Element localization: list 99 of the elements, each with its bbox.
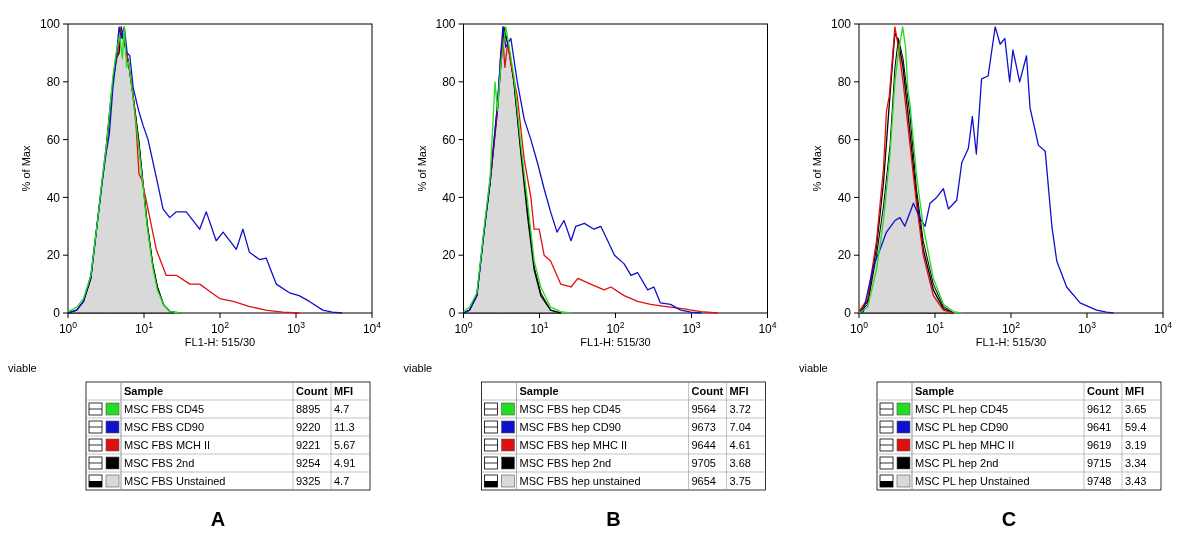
text: 9325 [296,475,321,487]
legend-label: MSC PL hep CD45 [915,403,1009,415]
y-tick-label: 80 [837,75,852,89]
text: 9254 [296,457,321,469]
x-tick-label: 10$^{3}$ [682,320,701,336]
y-tick-label: 60 [46,132,61,147]
text: 9220 [296,421,321,433]
text: 3.65 [1125,403,1147,415]
text: 3.72 [729,403,751,415]
text: 9748 [1087,475,1112,487]
text: C [1001,508,1017,530]
text: Count [296,385,329,397]
text: 3.68 [729,457,751,469]
x-tick-label: 10$^{1}$ [925,320,945,336]
text: viable [403,362,433,374]
text: 3.34 [1125,457,1147,469]
text: viable [8,362,37,374]
y-tick-label: 100 [435,17,456,32]
y-tick-label: 20 [46,248,61,263]
legend-label: MSC FBS hep MHC II [519,439,628,451]
text: A [210,508,226,530]
legend-label: MSC PL hep MHC II [915,439,1015,451]
text: 8895 [296,403,321,415]
text: 4.61 [729,439,751,451]
x-axis-title: FL1-H: 515/30 [975,336,1047,348]
text: 9641 [1087,421,1112,433]
text: 11.3 [334,421,355,433]
x-tick-label: 10$^{0}$ [454,320,473,336]
y-tick-label: 60 [837,132,852,147]
legend-label: MSC FBS 2nd [124,457,195,469]
text: MFI [1125,385,1144,397]
text: viable [799,362,828,374]
legend-label: MSC FBS Unstained [124,475,226,487]
x-tick-label: 10$^{3}$ [1077,320,1097,336]
y-tick-label: 40 [46,190,61,205]
x-tick-label: 10$^{4}$ [1153,320,1173,336]
legend-label: MSC FBS hep 2nd [519,457,612,469]
text: 9612 [1087,403,1112,415]
x-tick-label: 10$^{3}$ [286,320,306,336]
text: 4.7 [334,403,350,415]
y-tick-label: 80 [442,75,456,89]
x-tick-label: 10$^{1}$ [134,320,154,336]
y-axis-title: % of Max [415,145,428,192]
legend-label: MSC FBS MCH II [124,439,211,451]
text: 9619 [1087,439,1112,451]
text: 9644 [691,439,716,451]
y-tick-label: 100 [39,17,61,32]
y-tick-label: 40 [442,190,456,205]
text: 4.7 [334,475,350,487]
y-tick-label: 60 [442,132,456,147]
y-tick-label: 20 [442,248,456,263]
x-tick-label: 10$^{0}$ [58,320,78,336]
legend-label: MSC FBS CD45 [124,403,205,415]
text: 4.91 [334,457,356,469]
text: Sample [124,385,164,397]
text: 5.67 [334,439,356,451]
x-axis-title: FL1-H: 515/30 [580,336,651,348]
x-tick-label: 10$^{0}$ [849,320,869,336]
legend-label: MSC FBS CD90 [124,421,205,433]
text: Sample [519,385,559,397]
text: B [606,508,621,530]
text: 9221 [296,439,321,451]
y-axis-title: % of Max [20,145,32,192]
y-tick-label: 0 [53,306,61,321]
text: 3.19 [1125,439,1147,451]
text: Sample [915,385,955,397]
legend-label: MSC PL hep CD90 [915,421,1009,433]
text: 9715 [1087,457,1112,469]
text: MFI [729,385,749,397]
legend-label: MSC FBS hep unstained [519,475,641,487]
text: 9705 [691,457,716,469]
x-tick-label: 10$^{4}$ [362,320,382,336]
legend-label: MSC PL hep Unstained [915,475,1030,487]
x-tick-label: 10$^{1}$ [530,320,549,336]
x-tick-label: 10$^{4}$ [758,320,777,336]
text: 9564 [691,403,716,415]
text: 9654 [691,475,716,487]
y-tick-label: 20 [837,248,852,263]
text: 7.04 [729,421,751,433]
x-tick-label: 10$^{2}$ [606,320,625,336]
text: Count [691,385,724,397]
y-tick-label: 100 [830,17,852,32]
text: 3.75 [729,475,751,487]
x-tick-label: 10$^{2}$ [1001,320,1021,336]
legend-label: MSC FBS hep CD90 [519,421,621,433]
text: 3.43 [1125,475,1147,487]
y-axis-title: % of Max [811,145,823,192]
y-tick-label: 40 [837,190,852,205]
y-tick-label: 0 [448,306,456,321]
legend-label: MSC PL hep 2nd [915,457,999,469]
text: 9673 [691,421,716,433]
text: Count [1087,385,1120,397]
y-tick-label: 80 [46,75,61,89]
text: MFI [334,385,353,397]
legend-label: MSC FBS hep CD45 [519,403,621,415]
text: 59.4 [1125,421,1147,433]
x-axis-title: FL1-H: 515/30 [184,336,256,348]
x-tick-label: 10$^{2}$ [210,320,230,336]
y-tick-label: 0 [844,306,852,321]
